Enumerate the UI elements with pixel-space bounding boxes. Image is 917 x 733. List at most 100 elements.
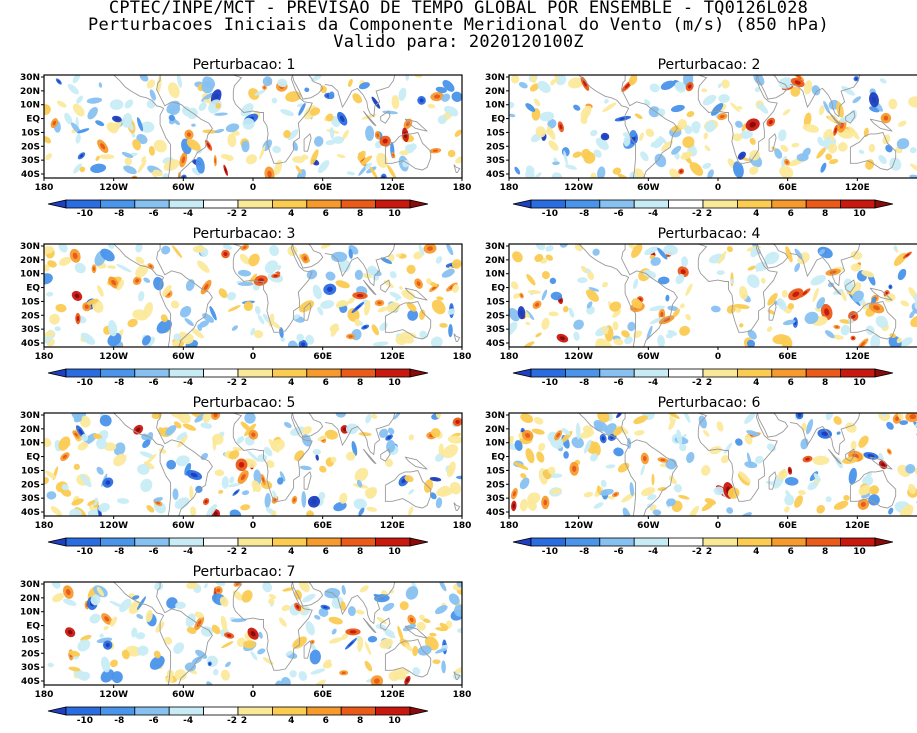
perturbation-field: [506, 70, 917, 185]
lat-tick-label: 10N: [485, 101, 505, 111]
lat-tick-label: 30S: [21, 156, 40, 166]
colorbar-label: -6: [614, 209, 624, 219]
lon-tick-label: 180: [500, 183, 519, 193]
perturbation-field: [504, 406, 917, 523]
lon-tick-label: 120W: [564, 521, 593, 531]
lon-tick-label: 60E: [313, 352, 332, 362]
lat-tick-label: 20S: [21, 142, 40, 152]
lon-tick-label: 60W: [637, 183, 660, 193]
lon-tick-label: 120E: [845, 521, 870, 531]
colorbar-label: -2: [227, 209, 237, 219]
lat-tick-label: 40S: [21, 339, 40, 349]
lon-tick-label: 180: [453, 183, 472, 193]
lat-tick-label: 20S: [486, 480, 505, 490]
colorbar-label: 2: [241, 378, 247, 388]
lat-tick-label: 10S: [486, 297, 505, 307]
colorbar-label: 2: [706, 547, 712, 557]
header-line-3: Valido para: 2020120100Z: [0, 34, 917, 51]
colorbar-label: 10: [853, 209, 866, 219]
lat-tick-label: 30N: [20, 411, 40, 421]
colorbar-label: 8: [357, 547, 363, 557]
lon-tick-label: 120E: [380, 352, 405, 362]
lon-tick-label: 120W: [99, 690, 128, 700]
colorbar-label: -10: [77, 547, 93, 557]
lon-tick-label: 0: [250, 183, 256, 193]
lon-tick-label: 60W: [172, 183, 195, 193]
lon-tick-label: 0: [250, 690, 256, 700]
colorbar-label: -10: [77, 378, 93, 388]
colorbar-label: -6: [614, 378, 624, 388]
lat-tick-label: 10S: [21, 466, 40, 476]
colorbar-label: -8: [114, 547, 124, 557]
colorbar-label: 2: [706, 209, 712, 219]
colorbar-label: -4: [183, 716, 193, 726]
colorbar-label: -6: [149, 209, 159, 219]
colorbar-label: -2: [227, 547, 237, 557]
lon-tick-label: 120E: [845, 352, 870, 362]
lon-tick-label: 60E: [313, 690, 332, 700]
lat-tick-label: 10S: [21, 297, 40, 307]
colorbar-label: -2: [692, 209, 702, 219]
lon-tick-label: 60E: [778, 352, 797, 362]
lat-tick-label: EQ: [26, 453, 40, 463]
lat-tick-label: 40S: [486, 508, 505, 518]
lon-tick-label: 120E: [380, 690, 405, 700]
colorbar-label: -4: [648, 209, 658, 219]
lat-tick-label: 40S: [21, 170, 40, 180]
lat-tick-label: 20N: [20, 594, 40, 604]
colorbar-label: 4: [288, 378, 294, 388]
colorbar-label: 8: [822, 209, 828, 219]
colorbar-label: 10: [853, 378, 866, 388]
lon-tick-label: 180: [35, 521, 54, 531]
colorbar-label: -10: [542, 378, 558, 388]
lat-tick-label: EQ: [491, 115, 505, 125]
lat-tick-label: EQ: [26, 622, 40, 632]
colorbar-label: 10: [388, 209, 401, 219]
colorbar-label: -10: [542, 209, 558, 219]
lat-tick-label: EQ: [491, 284, 505, 294]
colorbar-label: -8: [579, 378, 589, 388]
lon-tick-label: 180: [453, 521, 472, 531]
lat-tick-label: 20S: [21, 649, 40, 659]
colorbar-label: -6: [614, 547, 624, 557]
lat-tick-label: 20N: [20, 87, 40, 97]
lat-tick-label: 10N: [20, 270, 40, 280]
colorbar-label: 8: [357, 378, 363, 388]
lon-tick-label: 60W: [172, 690, 195, 700]
lat-tick-label: 30N: [20, 580, 40, 590]
lat-tick-label: 20S: [486, 142, 505, 152]
lat-tick-label: EQ: [491, 453, 505, 463]
colorbar-label: -4: [183, 547, 193, 557]
lat-tick-label: 20S: [486, 311, 505, 321]
colorbar-label: -8: [114, 716, 124, 726]
lon-tick-label: 0: [250, 352, 256, 362]
colorbar-label: 2: [241, 547, 247, 557]
lat-tick-label: 20S: [21, 480, 40, 490]
lat-tick-label: 10N: [485, 270, 505, 280]
colorbar-label: 2: [241, 716, 247, 726]
lat-tick-label: 10S: [21, 635, 40, 645]
colorbar-label: 8: [822, 378, 828, 388]
lon-tick-label: 60E: [313, 521, 332, 531]
lon-tick-label: 120W: [99, 183, 128, 193]
lat-tick-label: 10S: [486, 466, 505, 476]
colorbar-label: -8: [579, 209, 589, 219]
lat-tick-label: 30N: [485, 73, 505, 83]
colorbar-label: -2: [692, 547, 702, 557]
lat-tick-label: 10N: [20, 101, 40, 111]
colorbar-label: 6: [323, 209, 329, 219]
